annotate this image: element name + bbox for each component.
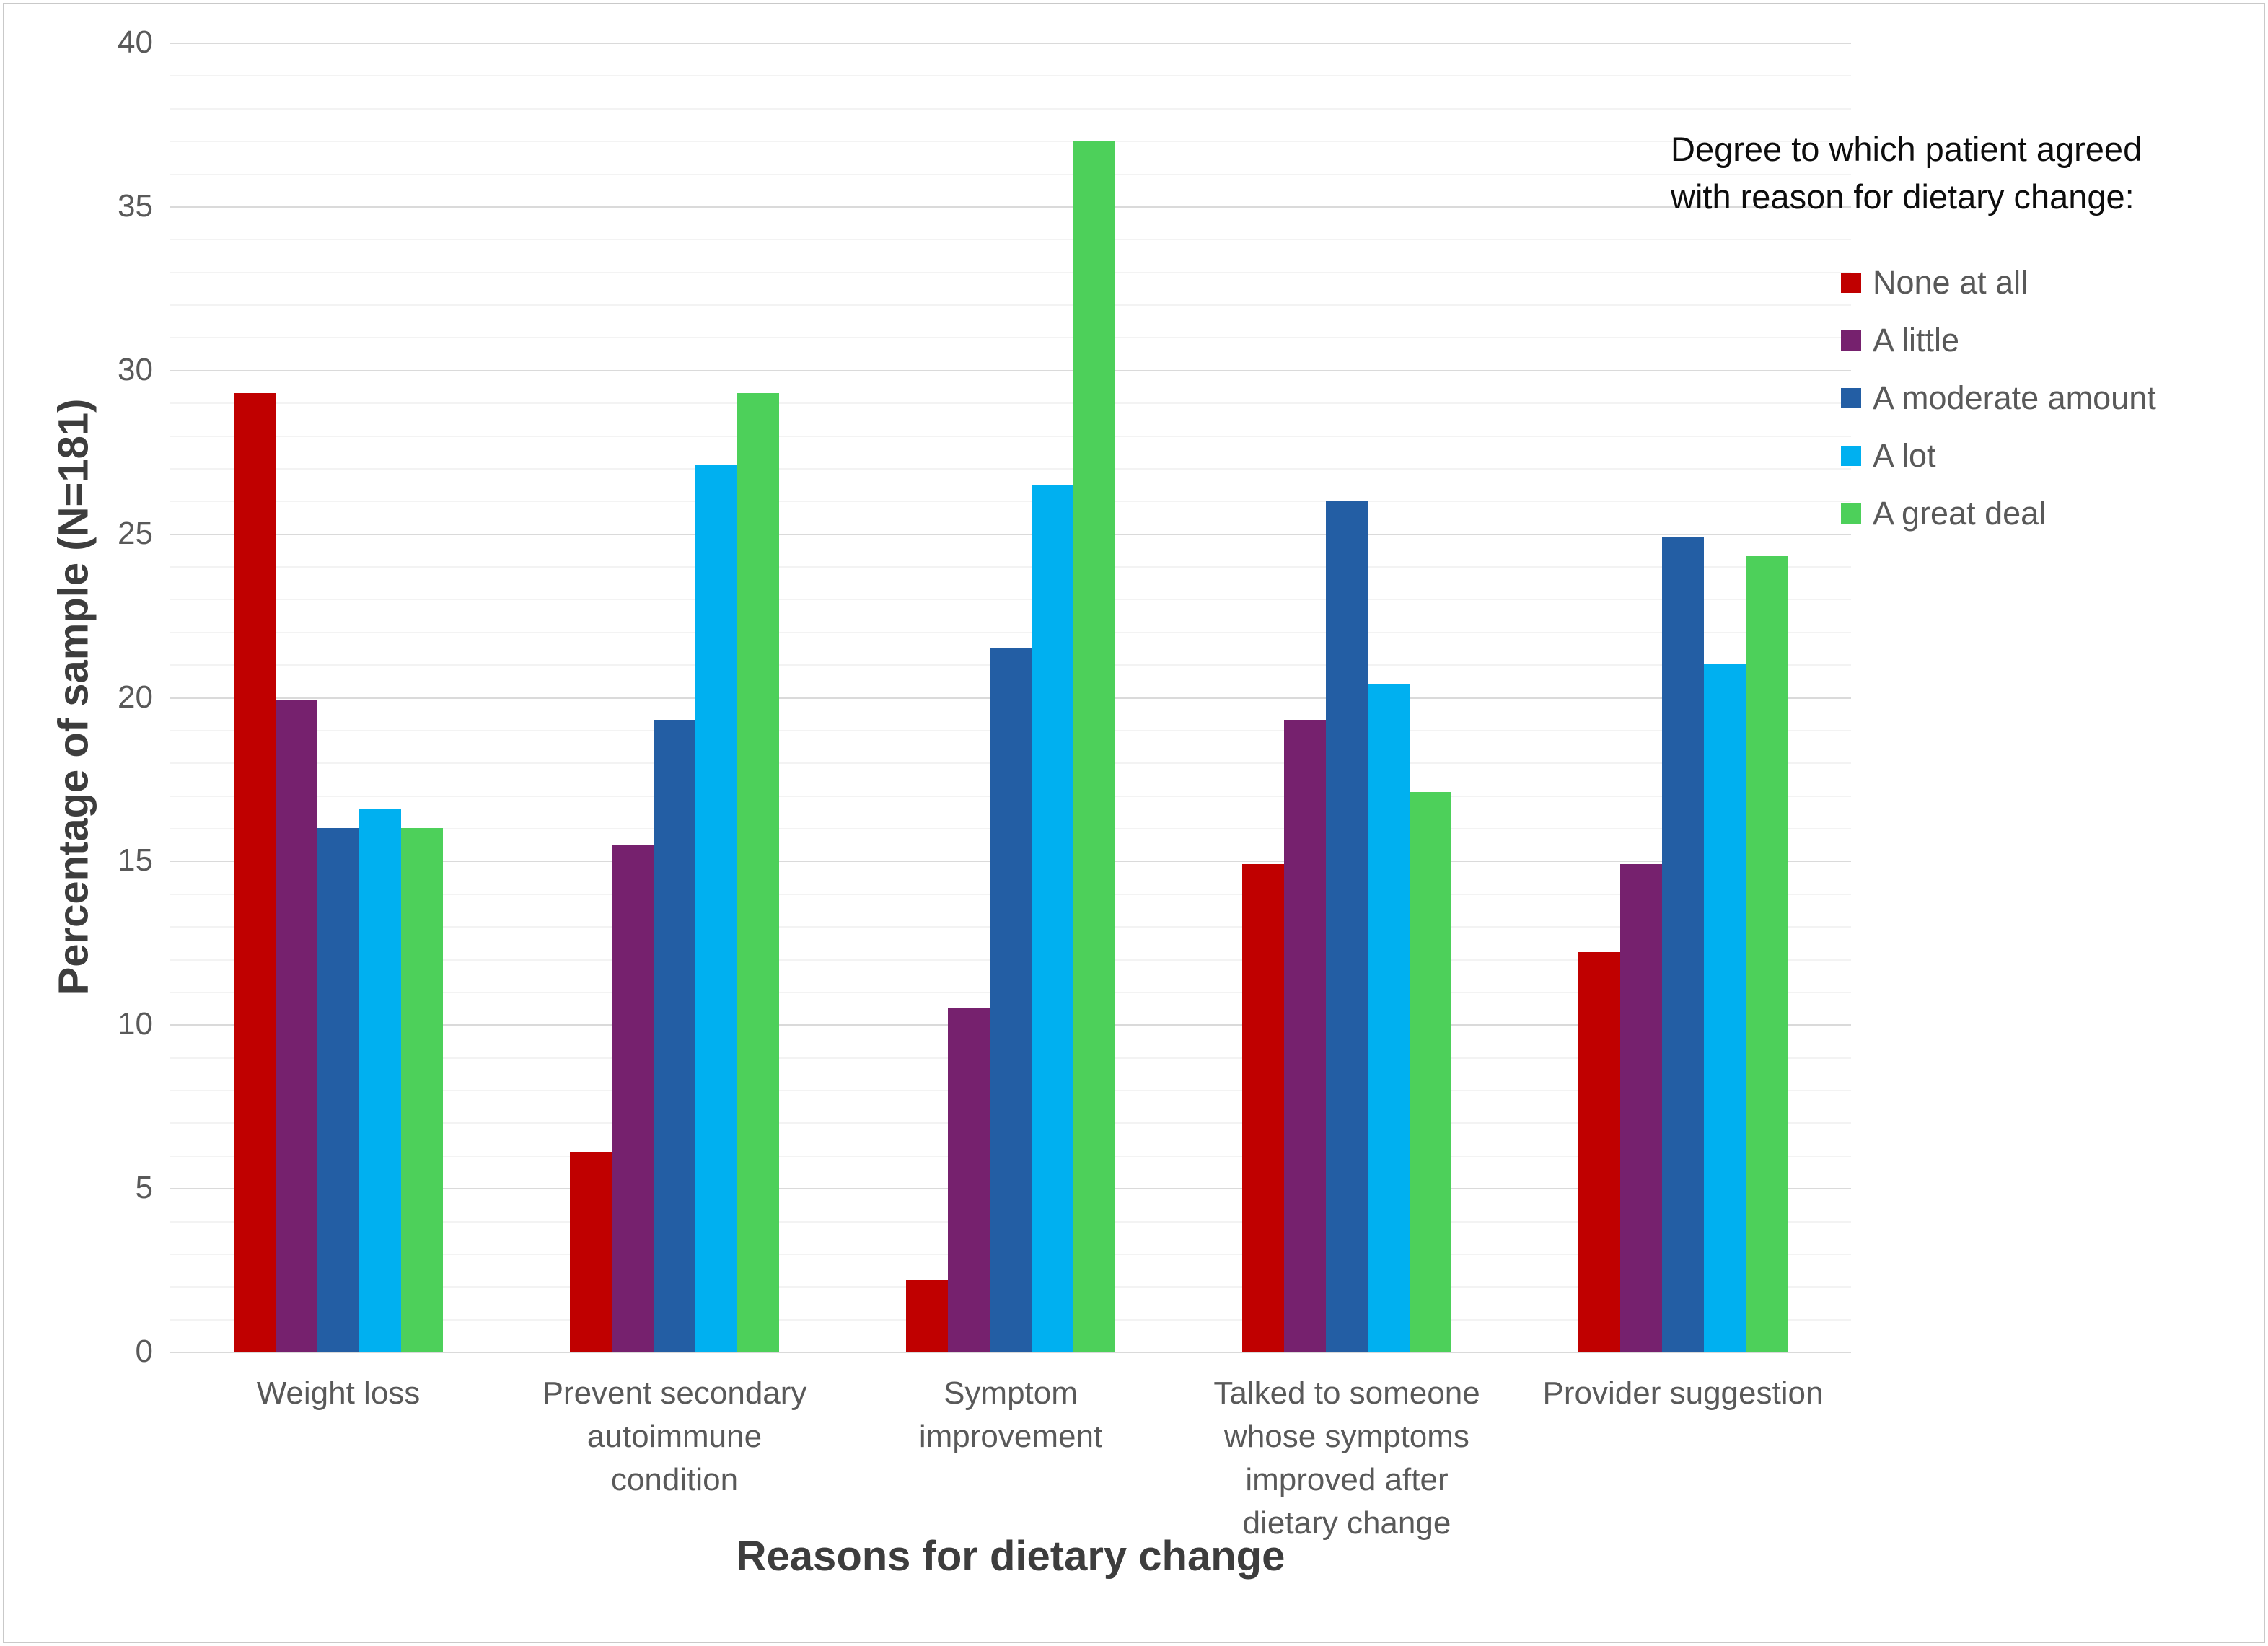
minor-gridline (170, 402, 1851, 405)
bar (1242, 863, 1284, 1352)
y-tick-label: 15 (118, 842, 153, 879)
legend-item-label: A great deal (1873, 495, 2047, 532)
legend-swatch-icon (1841, 446, 1861, 466)
x-category-label: Talked to someone whose symptoms improve… (1213, 1376, 1480, 1541)
minor-gridline (170, 107, 1851, 110)
major-gridline (170, 369, 1851, 371)
bar (401, 828, 443, 1352)
bar (317, 828, 359, 1352)
minor-gridline (170, 501, 1851, 503)
bar (276, 700, 317, 1352)
bar (1368, 684, 1410, 1352)
y-tick-label: 35 (118, 188, 153, 224)
minor-gridline (170, 566, 1851, 568)
minor-gridline (170, 271, 1851, 273)
minor-gridline (170, 599, 1851, 601)
legend-swatch-icon (1841, 330, 1861, 351)
legend-swatch-icon (1841, 388, 1861, 408)
major-gridline (170, 533, 1851, 535)
minor-gridline (170, 631, 1851, 633)
minor-gridline (170, 435, 1851, 437)
minor-gridline (170, 141, 1851, 143)
chart-frame: Percentage of sample (N=181) Reasons for… (3, 3, 2265, 1643)
bar (1032, 484, 1073, 1352)
x-category-label: Prevent secondary autoimmune condition (542, 1376, 807, 1497)
bar (359, 808, 401, 1352)
x-category-label: Provider suggestion (1542, 1376, 1824, 1411)
minor-gridline (170, 304, 1851, 306)
bar (1704, 664, 1746, 1352)
bar (906, 1280, 948, 1352)
bar (570, 1152, 612, 1352)
bar (1746, 556, 1788, 1352)
bar (1410, 792, 1451, 1352)
bar (1073, 141, 1115, 1352)
y-tick-label: 0 (135, 1334, 153, 1369)
minor-gridline (170, 337, 1851, 339)
y-tick-label: 20 (118, 679, 153, 715)
major-gridline (170, 1352, 1851, 1353)
minor-gridline (170, 173, 1851, 175)
x-category-label: Weight loss (256, 1376, 421, 1411)
y-tick-label: 5 (135, 1170, 153, 1206)
minor-gridline (170, 467, 1851, 470)
bar (234, 392, 276, 1352)
x-axis-title: Reasons for dietary change (736, 1533, 1285, 1580)
x-category-label: Symptom improvement (918, 1376, 1103, 1454)
major-gridline (170, 43, 1851, 44)
bar (1284, 720, 1326, 1352)
y-tick-label: 25 (118, 515, 153, 551)
bar (654, 720, 695, 1352)
plot-area (170, 43, 1851, 1353)
minor-gridline (170, 75, 1851, 77)
major-gridline (170, 206, 1851, 208)
bar (1578, 952, 1620, 1352)
bar (1620, 863, 1662, 1352)
y-tick-label: 40 (118, 25, 153, 60)
legend-item-label: A lot (1873, 437, 1936, 474)
legend-swatch-icon (1841, 273, 1861, 293)
legend-swatch-icon (1841, 503, 1861, 524)
bar (1662, 537, 1704, 1352)
legend-item-label: A moderate amount (1873, 379, 2156, 416)
bar (695, 465, 737, 1352)
legend-item-label: None at all (1873, 264, 2029, 301)
bar (612, 844, 654, 1352)
bar (737, 392, 779, 1352)
bar (990, 648, 1032, 1352)
legend-item-label: A little (1873, 322, 1960, 358)
bar (948, 1008, 990, 1352)
y-tick-label: 10 (118, 1006, 153, 1042)
bar (1326, 501, 1368, 1352)
legend-title: Degree to which patient agreed with reas… (1671, 130, 2142, 216)
y-tick-label: 30 (118, 351, 153, 387)
minor-gridline (170, 239, 1851, 241)
